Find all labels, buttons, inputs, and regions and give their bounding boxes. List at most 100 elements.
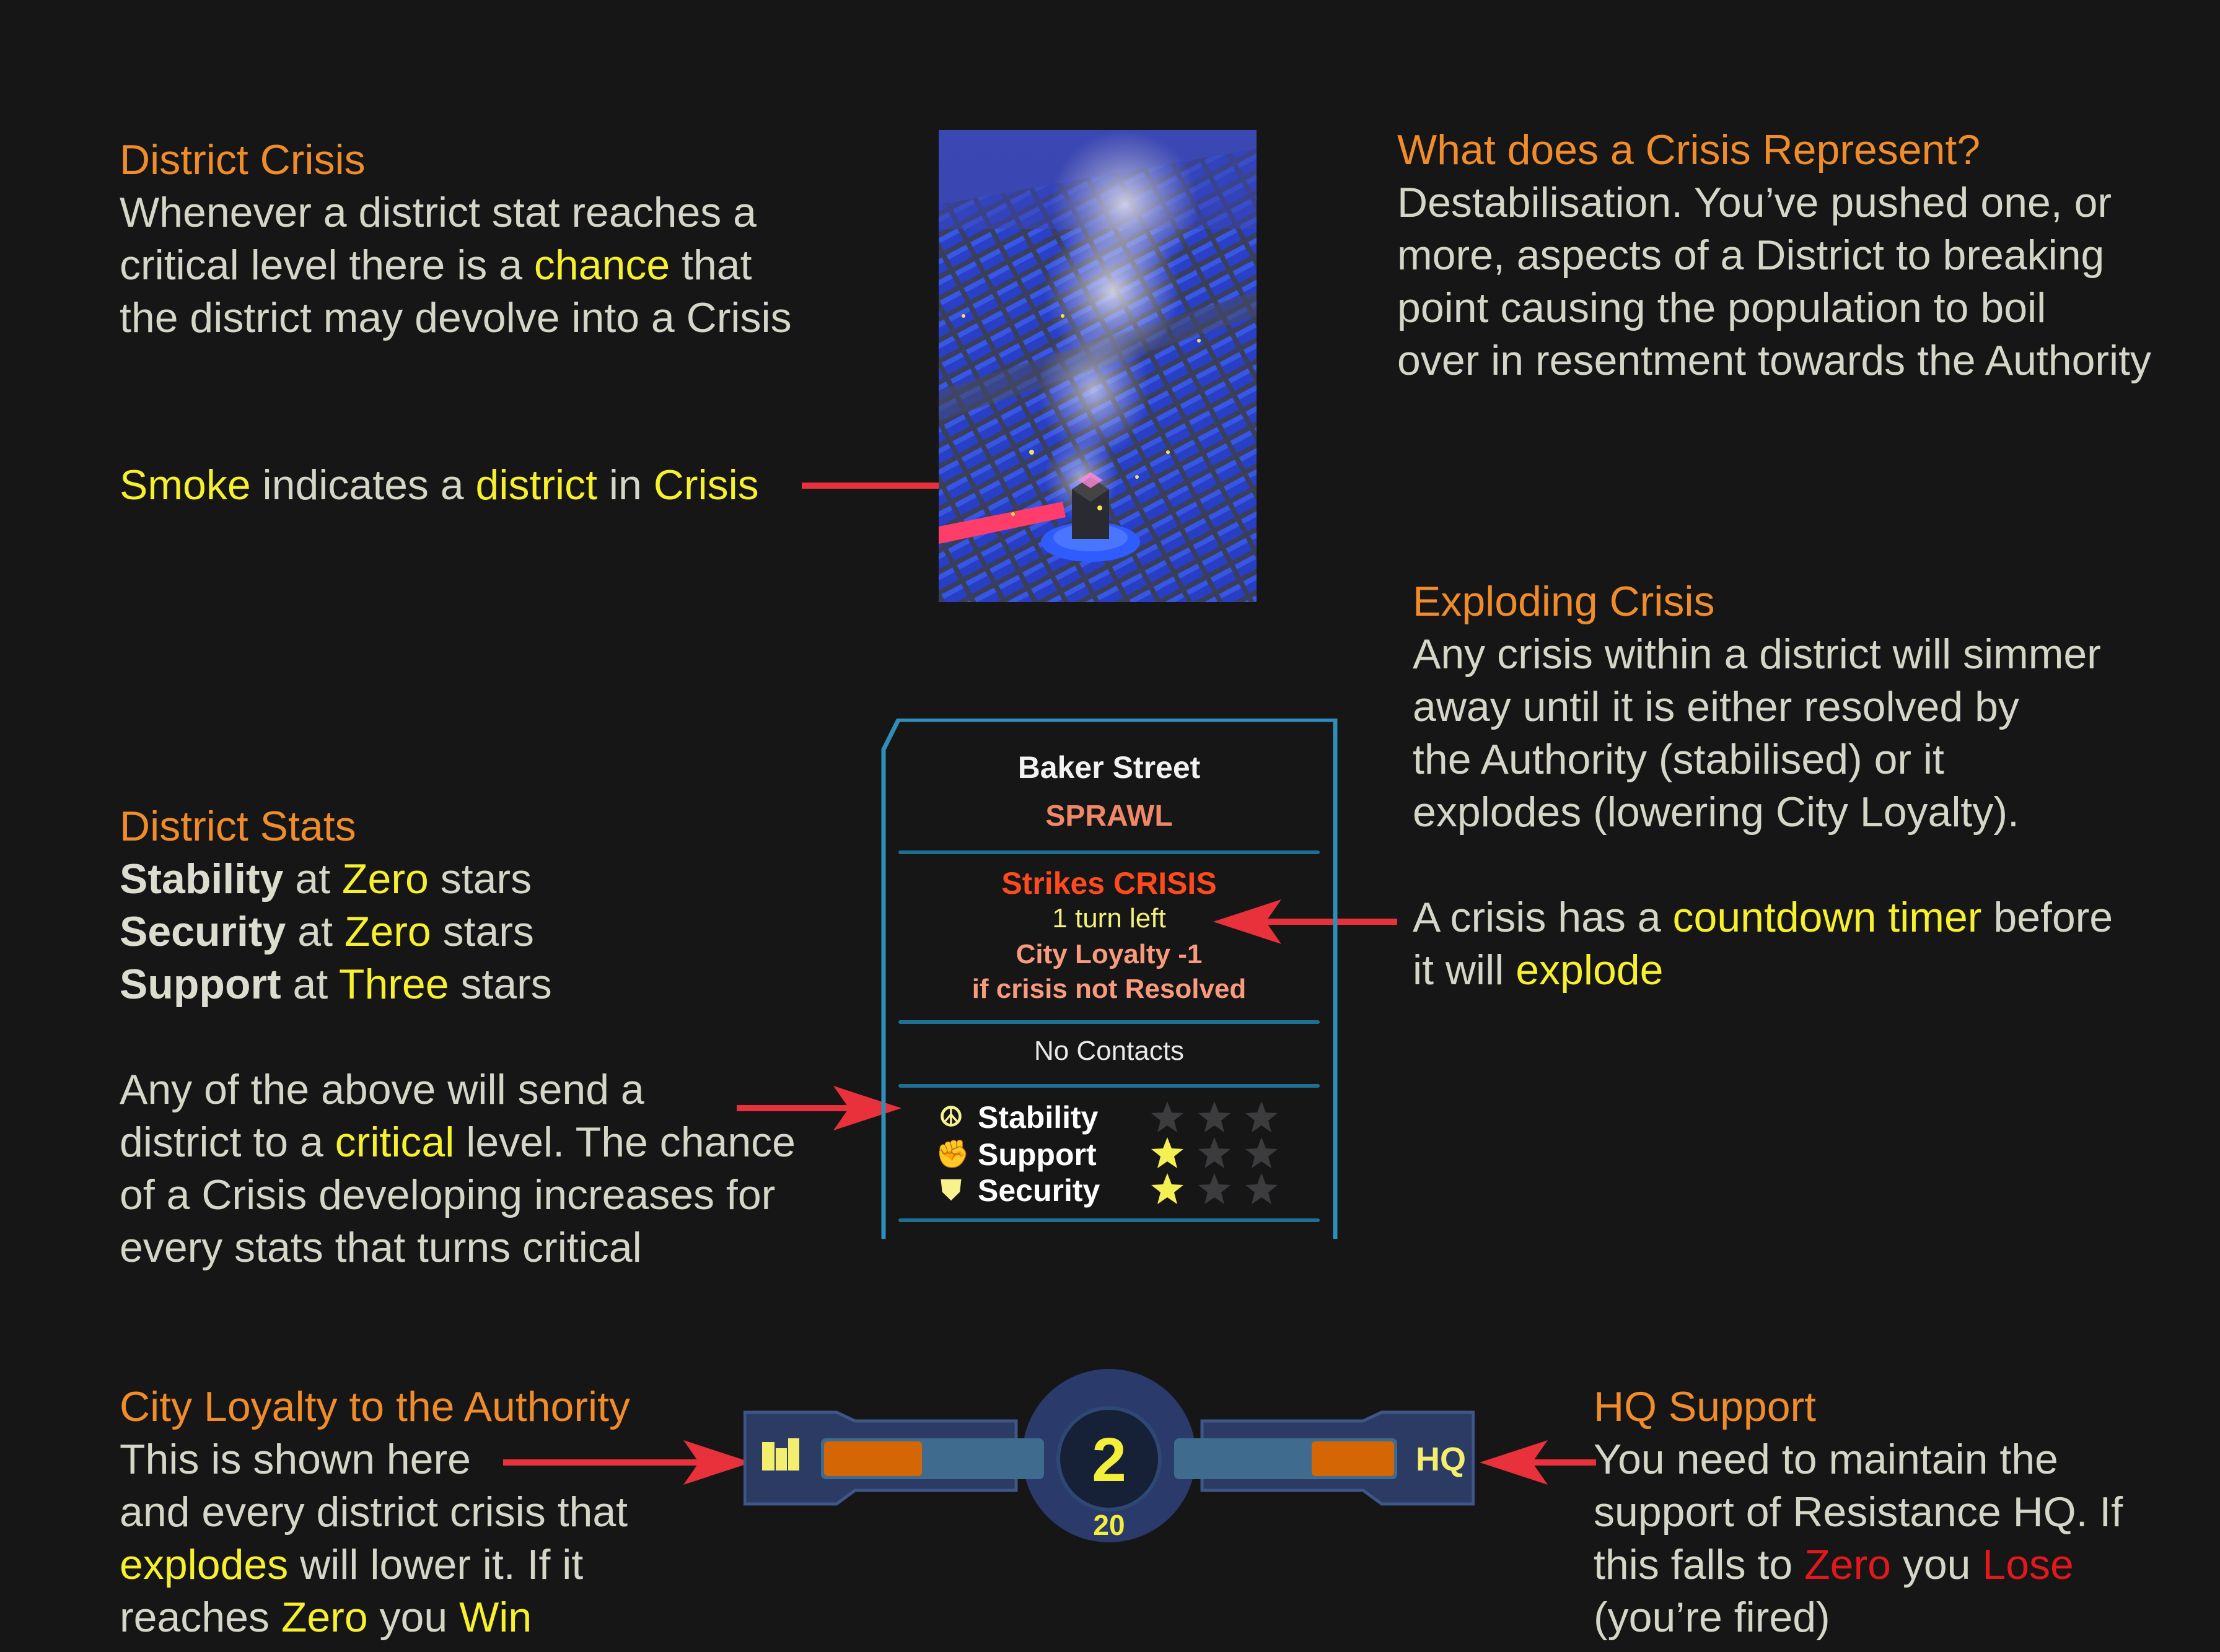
building-icon — [762, 1438, 799, 1471]
district-info-panel[interactable]: Baker Street SPRAWL Strikes CRISIS 1 tur… — [880, 719, 1338, 1239]
text-span: you — [367, 1594, 460, 1641]
chance-highlight: chance — [533, 242, 670, 289]
star-empty-icon — [1245, 1101, 1278, 1132]
timer-line-2: it will explode — [1413, 944, 2113, 997]
peace-icon: ☮ — [939, 1102, 963, 1132]
win-highlight: Win — [459, 1594, 532, 1641]
security-value: Zero — [344, 908, 431, 955]
smoke-highlight: Smoke — [120, 461, 251, 509]
support-stars — [1149, 1135, 1279, 1171]
district-name: Baker Street — [1017, 750, 1201, 785]
hq-label: HQ — [1416, 1441, 1466, 1478]
hq-zero-highlight: Zero — [1804, 1541, 1891, 1588]
stats-section: District Stats Stability at Zero stars S… — [120, 800, 796, 1274]
text-span: you — [1890, 1541, 1983, 1588]
district-highlight: district — [475, 461, 597, 509]
stat-row-security: ⛊ Security — [936, 1173, 1100, 1208]
spacer — [1413, 839, 2113, 891]
hq-line-1: You need to maintain the — [1594, 1436, 2058, 1483]
exploding-line-2: away until it is either resolved by — [1413, 683, 2019, 730]
stat-label: Support — [978, 1137, 1097, 1172]
hq-section: HQ Support You need to maintain the supp… — [1594, 1381, 2123, 1644]
text-span: will lower it. If it — [288, 1541, 584, 1588]
text-span: district to a — [120, 1119, 335, 1166]
star-empty-icon — [1245, 1173, 1278, 1204]
smoke-caption: Smoke indicates a district in Crisis — [120, 459, 759, 512]
exploding-line-1: Any crisis within a district will simmer — [1413, 631, 2101, 678]
stat-row-support: ✊ Support — [936, 1137, 1097, 1173]
crisis-title: Strikes CRISIS — [1001, 866, 1217, 901]
security-stars — [1149, 1171, 1279, 1207]
hq-line-2: support of Resistance HQ. If — [1594, 1488, 2123, 1536]
fist-icon: ✊ — [936, 1139, 970, 1169]
turn-counter: 2 — [1092, 1425, 1126, 1495]
support-label: Support — [120, 961, 281, 1008]
star-filled-icon — [1151, 1137, 1183, 1168]
lose-highlight: Lose — [1982, 1541, 2074, 1588]
stability-stars — [1149, 1099, 1279, 1135]
crisis-condition: if crisis not Resolved — [972, 974, 1247, 1004]
text-span: stars — [428, 855, 532, 902]
represent-section: What does a Crisis Represent? Destabilis… — [1397, 124, 2151, 387]
text-span: at — [283, 855, 342, 902]
stats-heading: District Stats — [120, 803, 356, 850]
star-empty-icon — [1198, 1101, 1231, 1132]
stability-value: Zero — [342, 855, 429, 902]
represent-heading: What does a Crisis Represent? — [1397, 126, 1981, 173]
stat-line-security: Security at Zero stars — [120, 906, 796, 958]
represent-line-2: more, aspects of a District to breaking — [1397, 232, 2105, 279]
loyalty-line-4: reaches Zero you Win — [120, 1591, 630, 1644]
district-crisis-heading: District Crisis — [120, 136, 366, 183]
star-filled-icon — [1151, 1173, 1183, 1204]
timer-line-1: A crisis has a countdown timer before — [1413, 891, 2113, 944]
contacts-label: No Contacts — [1033, 1036, 1185, 1066]
district-type: SPRAWL — [1045, 800, 1173, 833]
security-label: Security — [120, 908, 286, 955]
arrow-to-hq — [1480, 1440, 1596, 1485]
stability-label: Stability — [120, 855, 284, 902]
district-crisis-line-2: critical level there is a chance that — [120, 239, 792, 292]
star-empty-icon — [1151, 1101, 1183, 1132]
stats-para-2: district to a critical level. The chance — [120, 1116, 796, 1169]
hq-line-3: this falls to Zero you Lose — [1594, 1539, 2123, 1591]
stat-row-stability: ☮ Stability — [936, 1099, 1098, 1135]
text-span: it will — [1413, 946, 1516, 994]
stat-label: Security — [978, 1173, 1100, 1208]
hq-heading: HQ Support — [1594, 1383, 1817, 1430]
turns-left: 1 turn left — [1052, 903, 1166, 933]
represent-line-4: over in resentment towards the Authority — [1397, 337, 2152, 384]
text-span: this falls to — [1594, 1541, 1805, 1588]
loyalty-penalty: City Loyalty -1 — [1016, 939, 1203, 969]
loyalty-heading: City Loyalty to the Authority — [120, 1383, 630, 1430]
explodes-highlight: explodes — [120, 1541, 289, 1588]
hq-line-4: (you’re fired) — [1594, 1594, 1830, 1641]
stats-para-1: Any of the above will send a — [120, 1066, 644, 1113]
arrow-to-timer — [1213, 899, 1397, 944]
district-crisis-line-1: Whenever a district stat reaches a — [120, 189, 757, 236]
stat-line-support: Support at Three stars — [120, 958, 796, 1011]
text-span: before — [1981, 894, 2113, 941]
text-span: critical level there is a — [120, 242, 534, 289]
crisis-highlight: Crisis — [653, 461, 759, 509]
text-span: stars — [431, 908, 534, 955]
spacer — [120, 1011, 796, 1064]
district-crisis-section: District Crisis Whenever a district stat… — [120, 134, 792, 344]
city-crisis-image — [939, 130, 1257, 602]
shield-icon: ⛊ — [941, 1175, 962, 1205]
explode-highlight: explode — [1516, 946, 1664, 994]
text-span: A crisis has a — [1413, 894, 1673, 941]
loyalty-line-1: This is shown here — [120, 1436, 471, 1483]
text-span: at — [286, 908, 344, 955]
text-span: that — [670, 242, 752, 289]
text-span: in — [597, 461, 654, 509]
turn-max: 20 — [1093, 1509, 1125, 1541]
loyalty-line-2: and every district crisis that — [120, 1488, 628, 1536]
star-empty-icon — [1198, 1137, 1231, 1168]
represent-line-1: Destabilisation. You’ve pushed one, or — [1397, 179, 2112, 226]
exploding-line-4: explodes (lowering City Loyalty). — [1413, 789, 2019, 836]
smoke-line: Smoke indicates a district in Crisis — [120, 459, 759, 512]
support-value: Three — [338, 961, 449, 1008]
exploding-section: Exploding Crisis Any crisis within a dis… — [1413, 575, 2113, 997]
stats-para-4: every stats that turns critical — [120, 1224, 642, 1271]
text-span: indicates a — [250, 461, 476, 509]
